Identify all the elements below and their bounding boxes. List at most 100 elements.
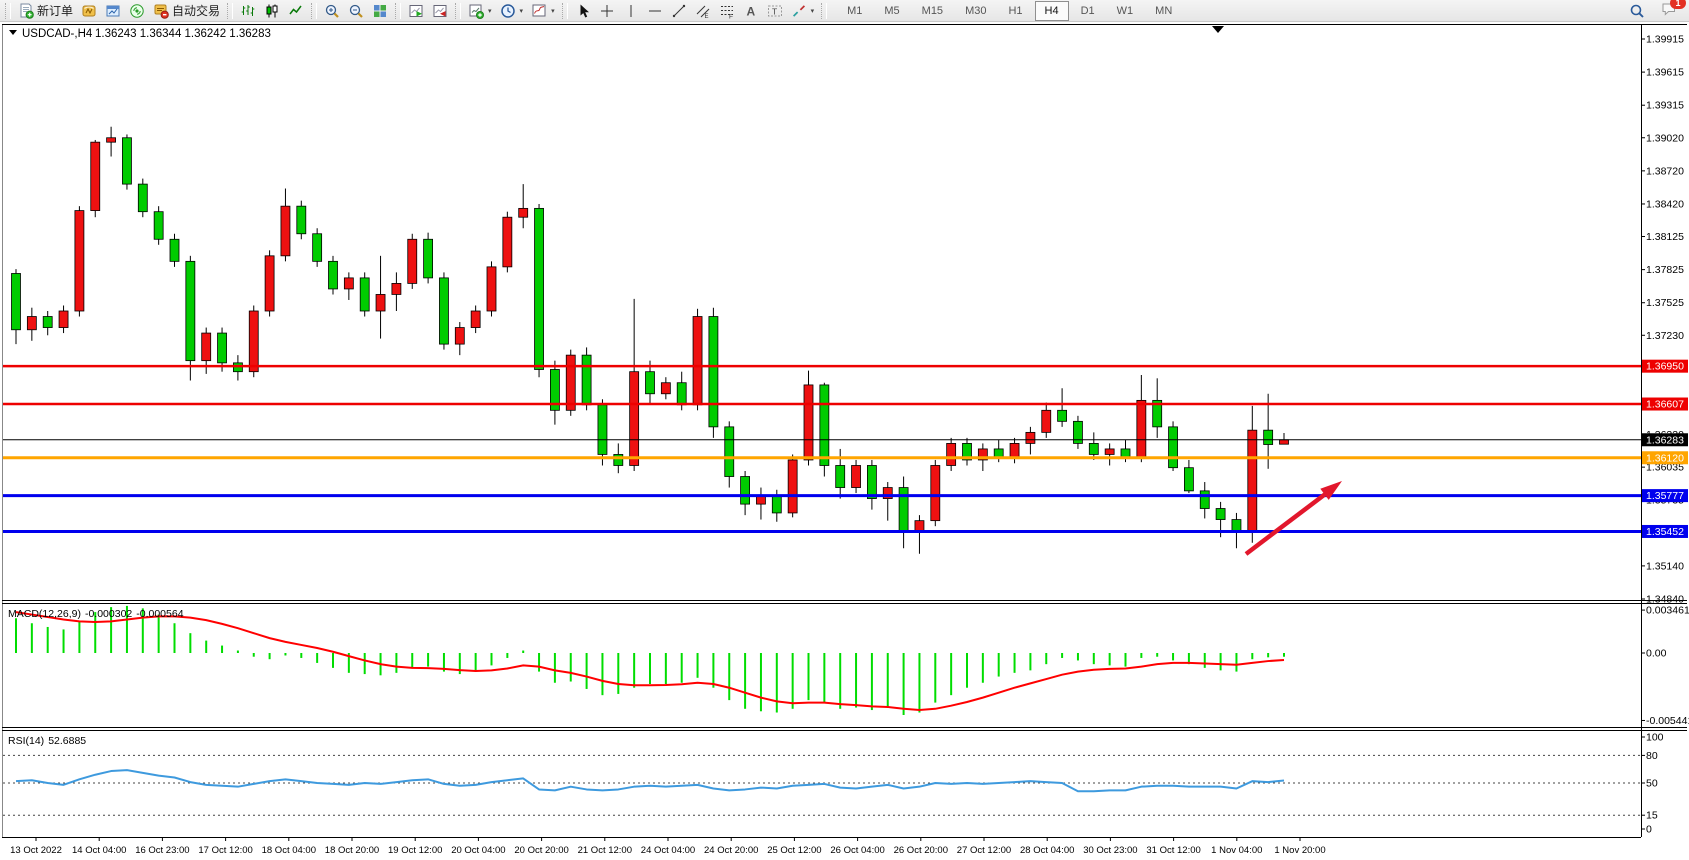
macd-axis-label: -0.005441: [1646, 715, 1689, 727]
candle-body: [486, 266, 497, 312]
candle-body: [74, 210, 85, 312]
rsi-axis-label: 80: [1646, 750, 1658, 762]
time-tick-label: 27 Oct 12:00: [957, 845, 1011, 856]
rsi-axis-label: 0: [1646, 824, 1652, 836]
trendline-button[interactable]: [667, 0, 691, 22]
candle-body: [137, 183, 148, 213]
text-button[interactable]: A: [739, 0, 763, 22]
toolbar-grip: [561, 2, 568, 19]
chart-canvas[interactable]: 1.39915 1.39615 1.39315 1.39020 1.38720 1.384…: [0, 22, 1689, 860]
cursor-icon: [580, 4, 589, 17]
new-chart-button[interactable]: ▾: [464, 0, 496, 22]
candle-body: [106, 137, 116, 143]
templates-button[interactable]: ▾: [527, 0, 559, 22]
candle-body: [439, 277, 449, 345]
candle-body: [1263, 429, 1274, 445]
chart-shift-button[interactable]: [428, 0, 452, 22]
timeframe-d1[interactable]: D1: [1080, 4, 1095, 17]
price-line-label: 1.36283: [1646, 434, 1684, 446]
candle-body: [1136, 399, 1147, 459]
time-tick-label: 14 Oct 04:00: [72, 845, 126, 856]
candle-body: [581, 354, 592, 406]
timeframe-h4[interactable]: H4: [1034, 0, 1069, 21]
time-tick-label: 31 Oct 12:00: [1146, 845, 1200, 856]
tile-windows-button[interactable]: [368, 0, 392, 22]
time-tick-label: 19 Oct 12:00: [388, 845, 442, 856]
periods-button[interactable]: ▾: [496, 0, 528, 22]
price-line-label-bg: [1642, 433, 1688, 447]
time-tick-label: 20 Oct 20:00: [514, 845, 568, 856]
candle-body: [1199, 490, 1210, 509]
time-tick-label: 24 Oct 20:00: [704, 845, 758, 856]
candle-body: [1279, 439, 1289, 445]
time-tick-label: 16 Oct 23:00: [135, 845, 189, 856]
crosshair-button[interactable]: [595, 0, 619, 22]
candle-body: [58, 310, 69, 328]
price-line-label-bg: [1642, 451, 1688, 465]
window-menu-icon[interactable]: [9, 30, 17, 35]
candle-body: [930, 465, 941, 522]
candle-body: [470, 310, 481, 328]
candle-body: [375, 294, 386, 312]
rsi-axis-label: 15: [1646, 810, 1658, 822]
horizontal-line-button[interactable]: [643, 0, 667, 22]
timeframe-m1[interactable]: M1: [847, 4, 863, 17]
vline-icon: [630, 4, 632, 17]
candle-body: [423, 238, 434, 279]
zoom-out-button[interactable]: [344, 0, 368, 22]
candle-body: [819, 384, 830, 466]
rsi-axis-label: 50: [1646, 778, 1658, 790]
timeframe-m30[interactable]: M30: [965, 4, 987, 17]
price-line-label: 1.35777: [1646, 490, 1684, 502]
text-label-icon: T: [767, 5, 782, 16]
auto-trading-button[interactable]: 自动交易: [149, 0, 224, 22]
timeframe-w1[interactable]: W1: [1116, 4, 1134, 17]
svg-text:E: E: [704, 14, 708, 19]
period-clock-icon: [500, 3, 515, 18]
text-label-button[interactable]: T: [763, 0, 787, 22]
time-tick-label: 30 Oct 23:00: [1083, 845, 1137, 856]
new-order-button[interactable]: 新订单: [14, 0, 77, 22]
rsi-label: RSI(14) 52.6885: [8, 735, 86, 747]
fibonacci-button[interactable]: F: [715, 0, 739, 22]
new-order-button-label: 新订单: [37, 4, 74, 18]
candlestick-chart-button[interactable]: [260, 0, 284, 22]
notifications-button[interactable]: 1: [1657, 0, 1686, 22]
signals-button[interactable]: [125, 0, 149, 22]
line-chart-button[interactable]: [284, 0, 308, 22]
shapes-icon: [792, 4, 805, 17]
candle-body: [391, 283, 402, 295]
price-tick-label: 1.39915: [1646, 34, 1684, 46]
timeframe-m5[interactable]: M5: [884, 4, 900, 17]
trend-arrow-head[interactable]: [1320, 481, 1342, 500]
bar-chart-button[interactable]: [236, 0, 260, 22]
trend-arrow-shaft[interactable]: [1244, 490, 1330, 556]
price-tick-label: 1.39315: [1646, 100, 1684, 112]
macd-axis-label: 0.00: [1646, 648, 1667, 660]
candle-body: [1184, 467, 1194, 492]
price-tick-label: 1.37525: [1646, 297, 1684, 309]
time-tick-label: 24 Oct 04:00: [641, 845, 695, 856]
timeframe-h1[interactable]: H1: [1008, 4, 1023, 17]
auto-scroll-button[interactable]: [404, 0, 428, 22]
price-line-label: 1.36950: [1646, 361, 1684, 373]
cursor-button[interactable]: [571, 0, 595, 22]
timeframe-mn[interactable]: MN: [1155, 4, 1173, 17]
chart-shift-marker[interactable]: [1212, 26, 1224, 33]
equidistant-channel-button[interactable]: E: [691, 0, 715, 22]
arrows-button[interactable]: ▾: [787, 0, 819, 22]
candle-body: [740, 476, 750, 505]
timeframe-m15[interactable]: M15: [921, 4, 944, 17]
time-tick-label: 1 Nov 20:00: [1274, 845, 1325, 856]
market-button[interactable]: [77, 0, 101, 22]
toolbar-grip: [227, 2, 234, 19]
search-button[interactable]: [1625, 0, 1649, 22]
zoom-in-button[interactable]: [320, 0, 344, 22]
chart-window-button[interactable]: [101, 0, 125, 22]
tile-windows-icon: [374, 4, 387, 17]
toolbar-grip: [821, 2, 828, 19]
price-line-label: 1.36120: [1646, 452, 1684, 464]
text-a-icon: A: [746, 4, 755, 18]
time-tick-label: 18 Oct 04:00: [262, 845, 316, 856]
vertical-line-button[interactable]: [619, 0, 643, 22]
